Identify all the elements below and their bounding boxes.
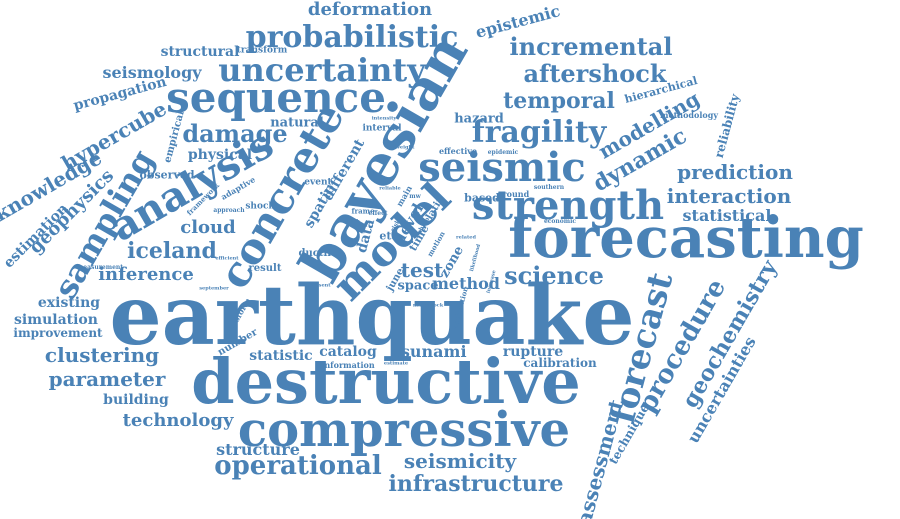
word-eta: eta [379, 229, 399, 243]
word-existing: existing [37, 295, 101, 311]
word-seismology: seismology [102, 63, 202, 82]
word-transform: transform [236, 45, 288, 56]
word-test: test [400, 258, 444, 282]
word-technology: technology [122, 410, 234, 431]
word-statistical: statistical [682, 206, 772, 225]
word-epidemic: epidemic [487, 149, 519, 156]
word-seismic: seismic [418, 144, 586, 191]
word-probabilistic: probabilistic [245, 20, 459, 55]
word-building: building [103, 392, 169, 408]
word-clustering: clustering [44, 343, 160, 367]
word-hazard: hazard [454, 111, 504, 127]
word-related: related [456, 234, 476, 241]
word-space: space [397, 278, 439, 294]
word-deformation: deformation [307, 0, 433, 20]
word-iceland: iceland [127, 238, 217, 264]
word-natural: natural [270, 115, 324, 131]
word-temporal: temporal [503, 88, 615, 114]
word-approach: approach [213, 207, 245, 214]
word-fragility: fragility [471, 115, 607, 150]
word-operational: operational [214, 451, 382, 481]
word-seismicity: seismicity [403, 449, 517, 473]
word-uncertainty: uncertainty [218, 51, 426, 89]
word-event: event [304, 177, 332, 188]
word-catalog: catalog [319, 344, 377, 360]
word-simulation: simulation [14, 312, 98, 328]
word-efficient: efficient [215, 255, 239, 262]
word-improvement: improvement [13, 326, 103, 340]
word-inference: inference [98, 264, 194, 285]
word-ground: ground [496, 189, 530, 199]
word-damage: damage [182, 119, 288, 148]
word-weight: weight [395, 144, 415, 151]
word-effective: effective [438, 146, 478, 156]
word-intensity: intensity [371, 115, 397, 122]
word-sequence: sequence [166, 73, 386, 122]
word-method: method [432, 274, 500, 293]
word-destructive: destructive [191, 345, 581, 418]
word-ductile: ductile [298, 248, 338, 259]
word-economic: economic [543, 218, 577, 225]
word-present: present [309, 282, 331, 289]
word-september: september [199, 285, 229, 292]
word-estimate: estimate [383, 360, 409, 367]
word-shock: shock [245, 201, 275, 212]
word-information: information [321, 360, 375, 370]
word-mw: mw [409, 193, 421, 200]
word-rupture: rupture [502, 344, 564, 360]
word-mainshock: mainshock [412, 302, 444, 309]
word-aftershock: aftershock [523, 59, 667, 88]
word-cloud: cloud [180, 217, 236, 238]
word-calibration: calibration [523, 356, 597, 370]
word-frame: frame [351, 206, 375, 216]
word-effect: effect [368, 210, 388, 217]
word-depth: depth [343, 218, 361, 225]
word-prediction: prediction [677, 160, 793, 184]
word-measurement: measurement [76, 264, 124, 271]
word-strength: strength [471, 182, 665, 229]
word-earthquake: earthquake [109, 268, 635, 364]
word-science: science [504, 261, 604, 290]
word-infrastructure: infrastructure [388, 471, 564, 497]
word-southern: southern [533, 184, 565, 191]
word-parameter: parameter [48, 367, 166, 391]
word-based: based [464, 191, 500, 205]
word-physical: physical [187, 147, 253, 163]
word-incremental: incremental [509, 32, 673, 61]
word-methodology: methodology [660, 110, 718, 120]
word-statistic: statistic [249, 348, 313, 364]
word-result: result [248, 263, 282, 274]
word-interaction: interaction [666, 184, 792, 208]
word-reliable: reliable [379, 185, 401, 192]
word-observed: observed [139, 168, 195, 182]
word-structural: structural [160, 44, 240, 60]
word-interval: interval [362, 123, 402, 134]
word-structure: structure [216, 440, 300, 459]
word-compressive: compressive [237, 402, 571, 458]
word-forecasting: forecasting [508, 205, 864, 271]
word-tsunami: tsunami [393, 342, 467, 361]
word-reliability: reliability [711, 92, 743, 160]
